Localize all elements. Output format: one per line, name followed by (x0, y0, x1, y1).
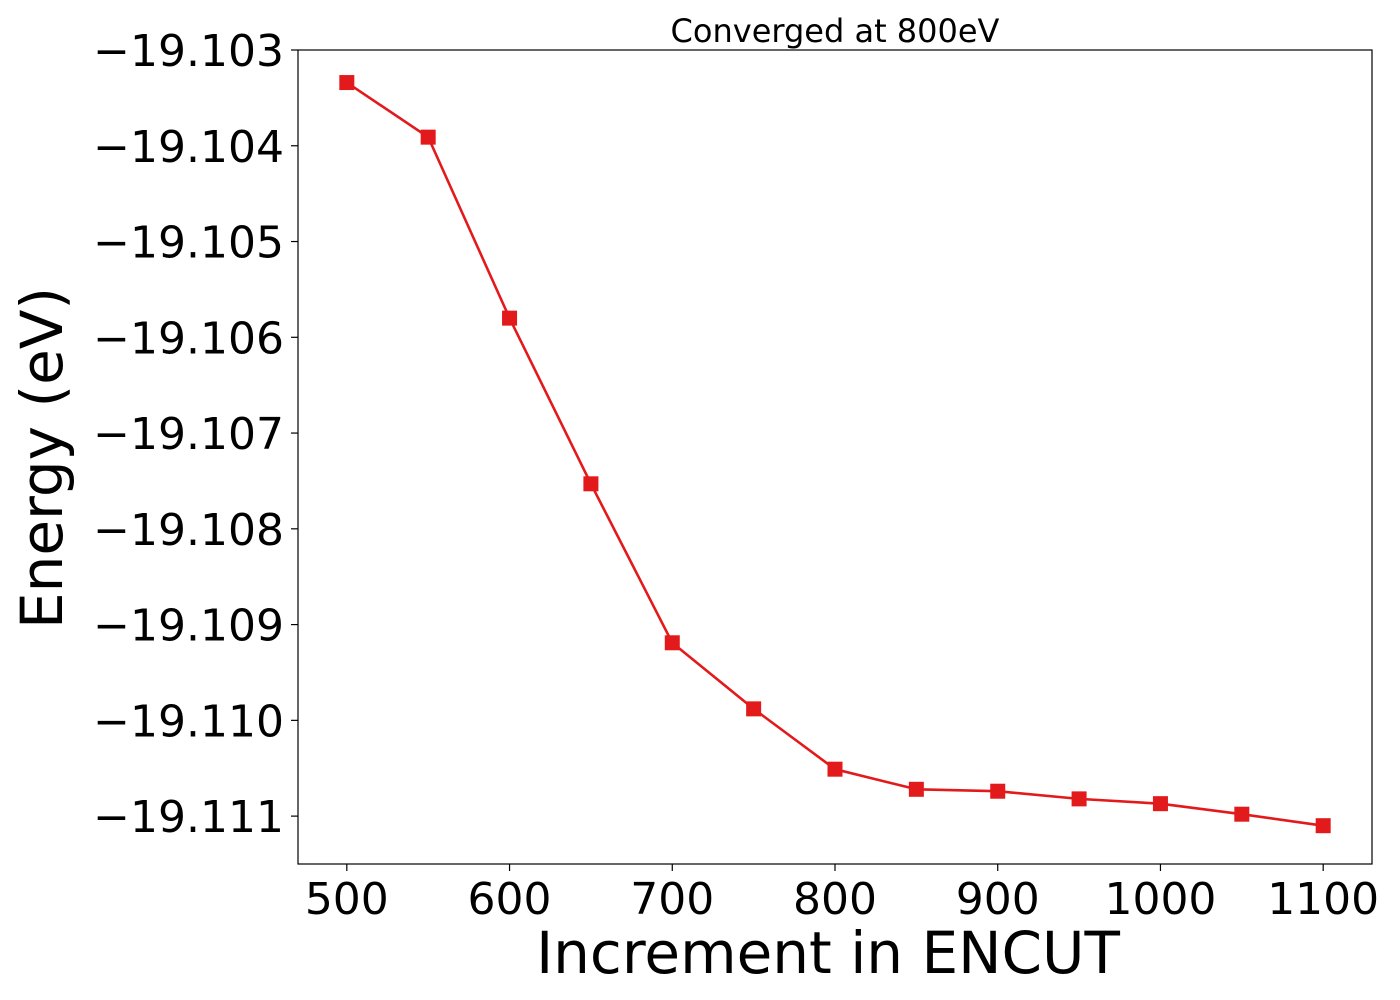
y-axis-ticks: −19.103 −19.104 −19.105 −19.106 −19.107 −19.1… (93, 26, 298, 843)
x-tick-label: 500 (305, 874, 389, 925)
x-tick-label: 900 (956, 874, 1040, 925)
x-tick-label: 1100 (1267, 874, 1379, 925)
x-tick-label: 700 (630, 874, 714, 925)
y-tick-label: −19.108 (93, 505, 284, 556)
x-axis-label: Increment in ENCUT (536, 919, 1120, 987)
x-tick-label: 800 (793, 874, 877, 925)
y-tick-label: −19.104 (93, 122, 284, 173)
data-point-marker (908, 781, 924, 797)
y-tick-label: −19.109 (93, 601, 284, 652)
y-tick-label: −19.111 (93, 792, 284, 843)
y-axis-label: Energy (eV) (8, 287, 76, 629)
data-point-marker (827, 761, 843, 777)
data-point-marker (1071, 791, 1087, 807)
data-point-marker (420, 129, 436, 145)
data-point-marker (1152, 796, 1168, 812)
data-point-marker (990, 783, 1006, 799)
series-line (346, 81, 1324, 827)
y-tick-label: −19.110 (93, 696, 284, 747)
chart-title: Converged at 800eV (671, 12, 1000, 50)
data-point-marker (746, 701, 762, 717)
plot-frame (297, 49, 1373, 865)
y-tick-label: −19.107 (93, 409, 284, 460)
y-tick-label: −19.105 (93, 218, 284, 269)
data-point-marker (583, 476, 599, 492)
y-tick-label: −19.106 (93, 313, 284, 364)
plot-marks (339, 75, 1331, 834)
x-axis-ticks: 500 600 700 800 900 1000 1100 (305, 864, 1379, 925)
x-tick-label: 1000 (1104, 874, 1216, 925)
data-point-marker (502, 310, 518, 326)
data-point-marker (339, 75, 355, 91)
data-point-marker (1315, 818, 1331, 834)
x-tick-label: 600 (468, 874, 552, 925)
y-tick-label: −19.103 (93, 26, 284, 77)
data-point-marker (664, 635, 680, 651)
data-point-marker (1234, 806, 1250, 822)
